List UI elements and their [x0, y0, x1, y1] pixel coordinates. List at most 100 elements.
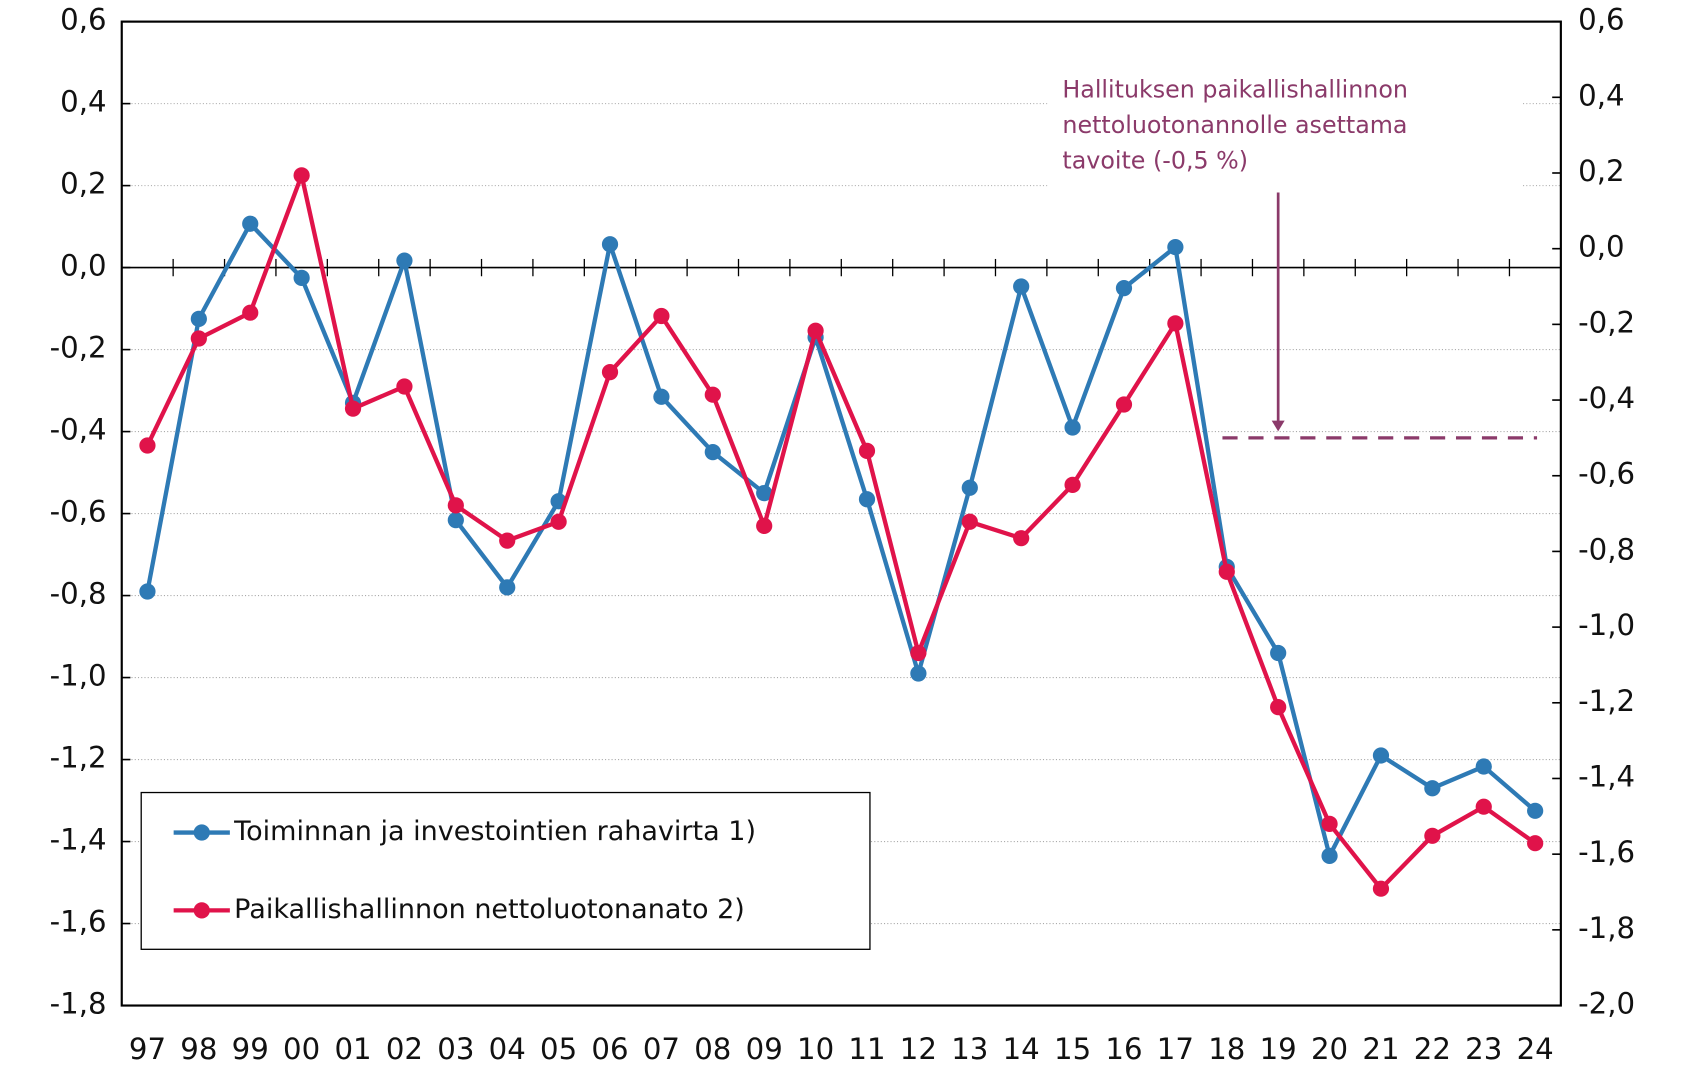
- series-marker: [1167, 315, 1184, 332]
- y2-tick-label: 0,0: [1578, 230, 1624, 264]
- legend-label: Paikallishallinnon nettoluotonanato 2): [234, 894, 745, 925]
- series-marker: [910, 665, 927, 682]
- legend-box: [140, 791, 871, 950]
- y-tick-label: -0,2: [50, 331, 107, 365]
- series-marker: [1064, 419, 1081, 436]
- series-marker: [242, 215, 259, 232]
- x-tick-label: 20: [1311, 1032, 1348, 1065]
- x-tick-label: 08: [694, 1032, 731, 1065]
- series-marker: [139, 437, 156, 454]
- y-tick-label: 0,2: [60, 167, 106, 201]
- series-marker: [807, 322, 824, 339]
- series-marker: [1270, 644, 1287, 662]
- series-marker: [1270, 698, 1287, 716]
- series-marker: [396, 378, 413, 395]
- series-marker: [293, 269, 310, 286]
- series-marker: [1115, 396, 1133, 413]
- series-marker: [961, 513, 978, 530]
- x-tick-label: 11: [848, 1032, 885, 1065]
- y2-tick-label: -0,8: [1578, 532, 1635, 566]
- legend-label: Toiminnan ja investointien rahavirta 1): [233, 816, 756, 847]
- series-marker: [1475, 758, 1492, 775]
- y2-tick-label: -1,6: [1578, 835, 1635, 869]
- legend-marker: [193, 824, 210, 841]
- series-marker: [704, 443, 721, 461]
- series-marker: [1424, 827, 1441, 844]
- y-tick-label: 0,6: [60, 3, 106, 37]
- series-marker: [499, 532, 516, 549]
- y2-tick-label: 0,4: [1578, 78, 1624, 112]
- series-marker: [601, 236, 619, 253]
- series-marker: [961, 479, 978, 496]
- x-tick-label: 99: [232, 1032, 269, 1065]
- series-marker: [1167, 238, 1184, 256]
- x-tick-label: 24: [1517, 1032, 1554, 1065]
- series-marker: [1064, 476, 1081, 493]
- x-tick-label: 98: [180, 1032, 217, 1065]
- x-tick-label: 10: [797, 1032, 834, 1065]
- y2-tick-label: 0,2: [1578, 154, 1624, 188]
- series-marker: [550, 513, 567, 530]
- x-tick-label: 97: [129, 1032, 166, 1065]
- series-marker: [1527, 802, 1544, 819]
- series-marker: [756, 517, 773, 534]
- y-tick-label: 0,0: [60, 249, 106, 283]
- x-tick-label: 13: [951, 1032, 988, 1065]
- series-marker: [1218, 563, 1235, 580]
- series-marker: [447, 512, 464, 529]
- series-marker: [344, 400, 362, 417]
- y2-tick-label: -0,6: [1578, 457, 1635, 491]
- series-marker: [293, 167, 310, 184]
- y-tick-label: -1,8: [50, 987, 107, 1021]
- series-marker: [1372, 747, 1390, 764]
- x-tick-label: 06: [591, 1032, 628, 1065]
- legend-marker: [193, 902, 210, 919]
- series-marker: [1424, 780, 1441, 797]
- series-marker: [601, 364, 619, 381]
- x-tick-label: 21: [1362, 1032, 1399, 1065]
- series-marker: [396, 252, 413, 269]
- x-tick-label: 17: [1157, 1032, 1194, 1065]
- x-tick-label: 15: [1054, 1032, 1091, 1065]
- series-marker: [858, 442, 876, 459]
- x-tick-label: 18: [1208, 1032, 1245, 1065]
- annotation-text: nettoluotonannolle asettama: [1062, 111, 1407, 139]
- y-tick-label: -1,6: [50, 905, 107, 939]
- series-marker: [499, 579, 516, 596]
- x-tick-label: 07: [643, 1032, 680, 1065]
- x-tick-label: 04: [489, 1032, 526, 1065]
- y-tick-label: 0,4: [60, 85, 106, 119]
- y-tick-label: -0,4: [50, 413, 107, 447]
- y2-tick-label: -1,8: [1578, 911, 1635, 945]
- y2-tick-label: -1,4: [1578, 759, 1635, 793]
- annotation-text: tavoite (-0,5 %): [1062, 147, 1248, 175]
- series-marker: [190, 330, 207, 347]
- series-marker: [910, 644, 927, 662]
- x-tick-label: 05: [540, 1032, 577, 1065]
- series-marker: [190, 310, 207, 327]
- x-tick-label: 16: [1105, 1032, 1142, 1065]
- series-marker: [704, 386, 721, 403]
- series-marker: [1013, 278, 1030, 295]
- x-tick-label: 12: [900, 1032, 937, 1065]
- series-line: [145, 173, 1537, 891]
- x-tick-label: 01: [334, 1032, 371, 1065]
- y-tick-label: -0,8: [50, 577, 107, 611]
- y-tick-label: -0,6: [50, 495, 107, 529]
- series-marker: [1475, 798, 1492, 815]
- series-marker: [653, 307, 670, 325]
- x-tick-label: 00: [283, 1032, 320, 1065]
- y2-tick-label: -1,0: [1578, 608, 1635, 642]
- annotation-bg: [1047, 67, 1524, 189]
- annotation-arrowhead: [1271, 420, 1285, 432]
- series-marker: [1372, 880, 1390, 897]
- y2-tick-label: -0,2: [1578, 305, 1635, 339]
- y2-tick-label: 0,6: [1578, 3, 1624, 37]
- annotation-text: Hallituksen paikallishallinnon: [1062, 75, 1408, 103]
- x-tick-label: 03: [437, 1032, 474, 1065]
- series-marker: [858, 491, 876, 508]
- x-tick-label: 09: [746, 1032, 783, 1065]
- x-tick-label: 22: [1414, 1032, 1451, 1065]
- series-marker: [242, 304, 259, 321]
